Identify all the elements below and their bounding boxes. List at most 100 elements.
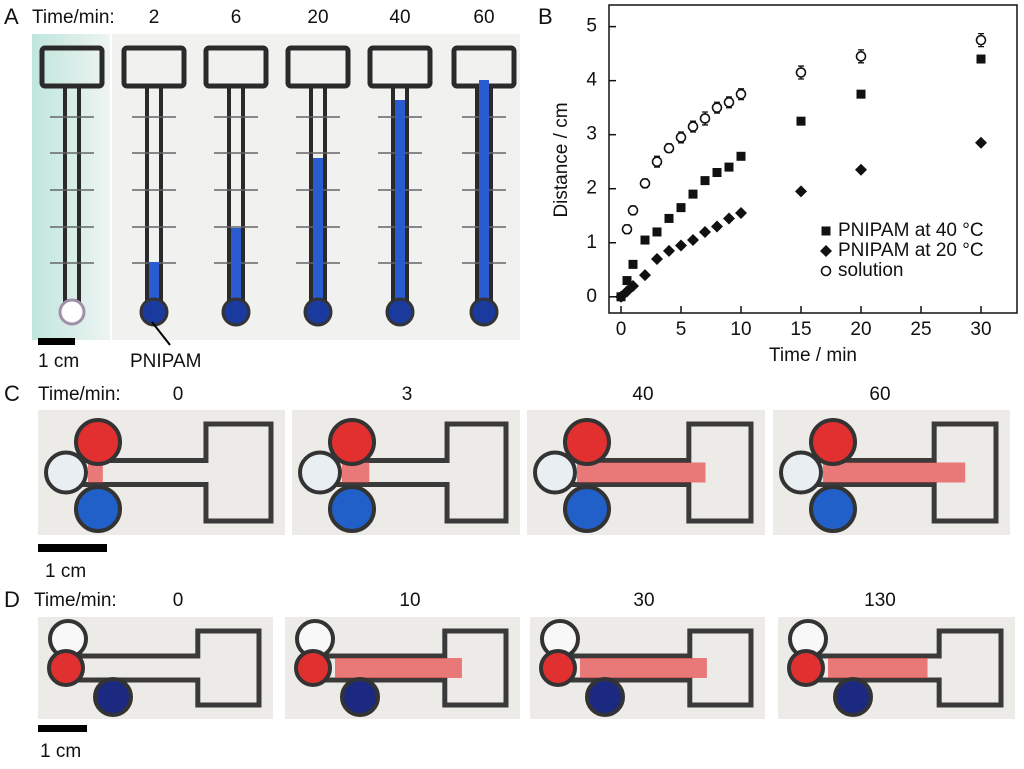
legend-marker (820, 265, 832, 277)
point (640, 235, 650, 245)
channel-outline (332, 421, 509, 524)
panel-label: D (4, 587, 20, 612)
device-bulb (469, 297, 499, 327)
channel-outline (78, 421, 274, 524)
reservoir (539, 649, 577, 687)
point (855, 163, 867, 176)
point (627, 279, 639, 292)
point (712, 168, 722, 178)
point (639, 269, 651, 282)
point (856, 89, 866, 99)
channel-outline (570, 628, 754, 708)
annotation-line (151, 321, 171, 346)
device-fluid (231, 228, 241, 305)
time-value: 2 (149, 7, 160, 28)
legend-marker (821, 226, 831, 236)
reservoir (809, 418, 857, 466)
annotation: PNIPAM (130, 351, 201, 372)
time-value: 0 (173, 384, 184, 405)
point (975, 136, 987, 149)
reservoir (563, 485, 611, 533)
legend-marker (820, 245, 832, 257)
photos (32, 34, 1015, 732)
device-fluid (313, 158, 323, 305)
x-tick-label: 15 (790, 319, 811, 340)
point (711, 220, 723, 233)
channel-outline (78, 628, 262, 708)
reservoir (93, 677, 133, 717)
point (622, 276, 632, 286)
point (675, 239, 687, 252)
x-tick-label: 30 (970, 319, 991, 340)
reservoir (563, 418, 611, 466)
time-value: 6 (231, 7, 242, 28)
y-tick-label: 4 (586, 70, 597, 91)
point (628, 259, 638, 269)
reservoir (585, 677, 625, 717)
point (700, 176, 710, 186)
scale-bar (38, 338, 75, 345)
x-tick-label: 20 (850, 319, 871, 340)
x-tick-label: 5 (676, 319, 687, 340)
point (699, 225, 711, 238)
scale-label: 1 cm (45, 561, 86, 582)
reservoir (298, 450, 342, 495)
labels: A Time/min: 1 cm PNIPAM B Time / min Dis… (4, 4, 857, 762)
point (735, 207, 747, 220)
channel-outline (813, 421, 999, 524)
time-label: Time/min: (32, 7, 115, 28)
y-tick-label: 2 (586, 178, 597, 199)
scale-label: 1 cm (38, 351, 79, 372)
channel-outline (567, 421, 754, 524)
point (652, 227, 662, 237)
time-label: Time/min: (34, 590, 117, 611)
point (664, 213, 674, 223)
flow (823, 462, 966, 483)
point (796, 116, 806, 126)
reservoir (74, 485, 122, 533)
time-value: 30 (633, 590, 654, 611)
plot-frame (608, 4, 1018, 314)
point (724, 162, 734, 172)
point (723, 96, 735, 108)
time-value: 130 (864, 590, 896, 611)
panel-label: C (4, 381, 20, 406)
flow (342, 462, 370, 483)
y-axis-label: Distance / cm (551, 102, 572, 217)
x-tick-label: 25 (910, 319, 931, 340)
point (687, 121, 699, 132)
point (651, 156, 663, 168)
device-bulb (303, 297, 333, 327)
point (676, 203, 686, 213)
time-value: 60 (869, 384, 890, 405)
point (651, 252, 663, 265)
channel-outline (818, 628, 1004, 708)
reservoir (533, 450, 577, 495)
x-axis-label: Time / min (769, 345, 857, 366)
channel-outline (325, 628, 509, 708)
x-tick-label: 0 (616, 319, 627, 340)
point (663, 142, 675, 154)
y-tick-label: 1 (586, 232, 597, 253)
point (675, 132, 687, 143)
y-tick-label: 5 (586, 16, 597, 37)
flow (580, 658, 707, 678)
device-fluid (149, 262, 159, 305)
point (723, 212, 735, 225)
time-value: 10 (399, 590, 420, 611)
device-bulb (385, 297, 415, 327)
point (855, 51, 867, 62)
reservoir (787, 649, 825, 687)
y-tick-label: 3 (586, 124, 597, 145)
time-value: 3 (402, 384, 413, 405)
device-fluid (395, 100, 405, 305)
reservoir (328, 418, 376, 466)
point (639, 178, 651, 189)
point (663, 244, 675, 257)
point (975, 34, 987, 46)
point (711, 102, 723, 113)
legend-label: solution (838, 260, 904, 281)
reservoir (328, 485, 376, 533)
point (735, 88, 747, 100)
